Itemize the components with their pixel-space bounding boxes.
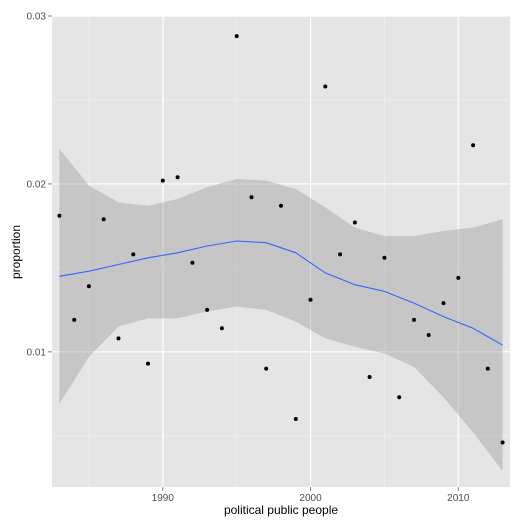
confidence-band-layer [59, 148, 503, 471]
x-tick-label: 2000 [299, 493, 322, 504]
data-point [397, 395, 402, 400]
data-point [412, 317, 416, 322]
data-point [249, 195, 254, 200]
data-point [338, 252, 343, 257]
smooth-line-layer [59, 240, 503, 346]
data-point [175, 175, 180, 180]
major-gridlines [52, 15, 510, 487]
data-point [190, 260, 195, 265]
data-point [471, 143, 476, 148]
confidence-band [59, 148, 503, 471]
minor-gridlines [52, 16, 510, 487]
y-tick-label: 0.03 [27, 12, 47, 23]
data-point [485, 366, 490, 371]
data-point [308, 297, 313, 302]
x-tick-label: 1990 [152, 493, 175, 504]
y-tick-label: 0.01 [27, 347, 47, 358]
data-point [234, 34, 239, 39]
y-tick-label: 0.02 [27, 179, 47, 190]
y-axis-title: proportion [9, 225, 23, 279]
data-point [456, 275, 461, 280]
data-point [57, 213, 62, 218]
x-axis: 1990 2000 2010 [152, 487, 470, 504]
x-axis-title: political public people [224, 503, 338, 517]
data-point [101, 217, 106, 222]
data-point [382, 255, 387, 260]
data-point [116, 336, 121, 341]
smooth-line [59, 240, 503, 346]
data-point [500, 440, 505, 445]
data-point [86, 284, 91, 289]
data-point [367, 375, 372, 379]
data-point [352, 220, 357, 225]
panel-background [52, 16, 510, 487]
data-point [72, 317, 77, 322]
data-point [426, 333, 431, 337]
y-axis: 0.01 0.02 0.03 [27, 12, 52, 358]
data-points [57, 34, 505, 445]
data-point [279, 203, 283, 208]
data-point [441, 301, 446, 306]
data-point [219, 326, 224, 331]
data-point [293, 417, 298, 421]
data-point [146, 361, 150, 366]
data-point [131, 252, 136, 257]
data-point [205, 307, 210, 312]
data-point [264, 366, 269, 371]
data-point [323, 84, 328, 89]
data-point [160, 178, 165, 183]
x-tick-label: 2010 [447, 493, 470, 504]
